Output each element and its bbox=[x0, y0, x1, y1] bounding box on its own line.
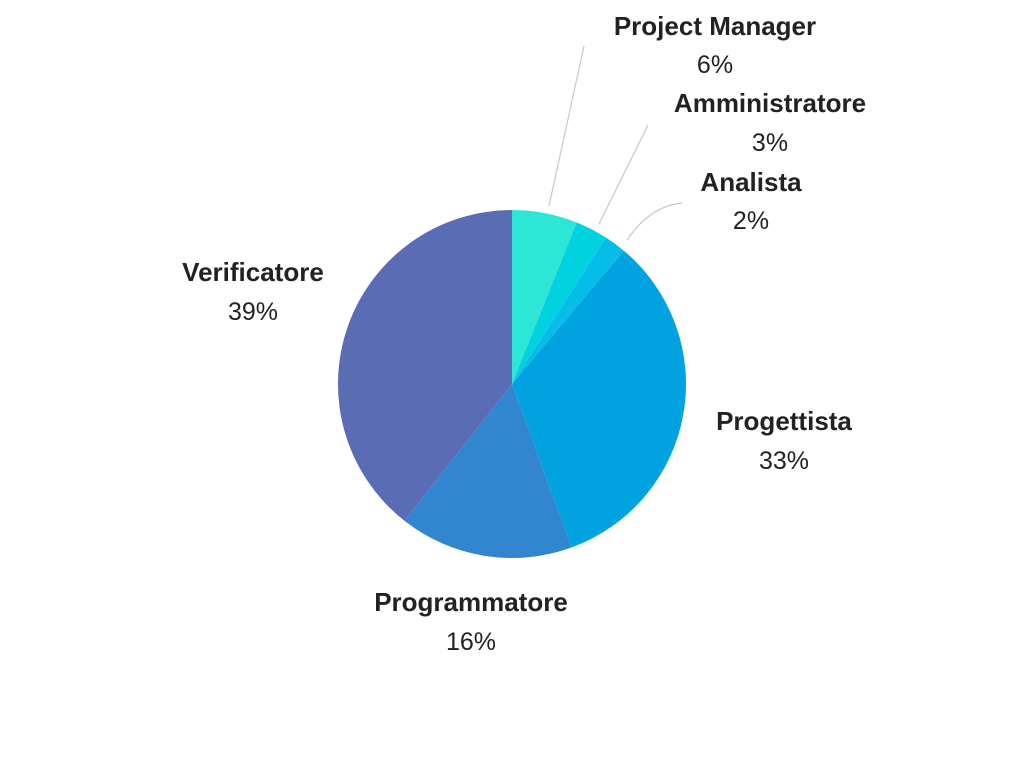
slice-label-progettista: Progettista bbox=[716, 406, 852, 436]
pie-slices bbox=[337, 210, 686, 558]
pie-slice-project-manager bbox=[512, 210, 577, 384]
pie-slice-verificatore bbox=[337, 210, 512, 521]
slice-label-analista: Analista bbox=[700, 167, 802, 197]
slice-value-analista: 2% bbox=[733, 207, 769, 235]
pie-slice-amministratore bbox=[512, 222, 607, 384]
leader-line-amministratore bbox=[598, 124, 649, 225]
leader-line-analista bbox=[626, 202, 683, 241]
leader-lines bbox=[548, 45, 683, 241]
pie-slice-programmatore bbox=[404, 384, 572, 558]
slice-value-amministratore: 3% bbox=[752, 129, 788, 157]
slice-value-project-manager: 6% bbox=[697, 51, 733, 79]
slice-value-programmatore: 16% bbox=[446, 628, 496, 656]
slice-value-progettista: 33% bbox=[759, 447, 809, 475]
leader-line-project-manager bbox=[548, 45, 585, 207]
slice-label-project-manager: Project Manager bbox=[614, 11, 816, 41]
slice-label-programmatore: Programmatore bbox=[374, 587, 568, 617]
slice-value-verificatore: 39% bbox=[228, 298, 278, 326]
slice-labels: Project Manager 6% Amministratore 3% Analist… bbox=[182, 11, 866, 656]
slice-label-verificatore: Verificatore bbox=[182, 257, 324, 287]
pie-slice-analista bbox=[512, 237, 624, 384]
pie-slice-progettista bbox=[512, 250, 686, 548]
slice-label-amministratore: Amministratore bbox=[674, 88, 866, 118]
